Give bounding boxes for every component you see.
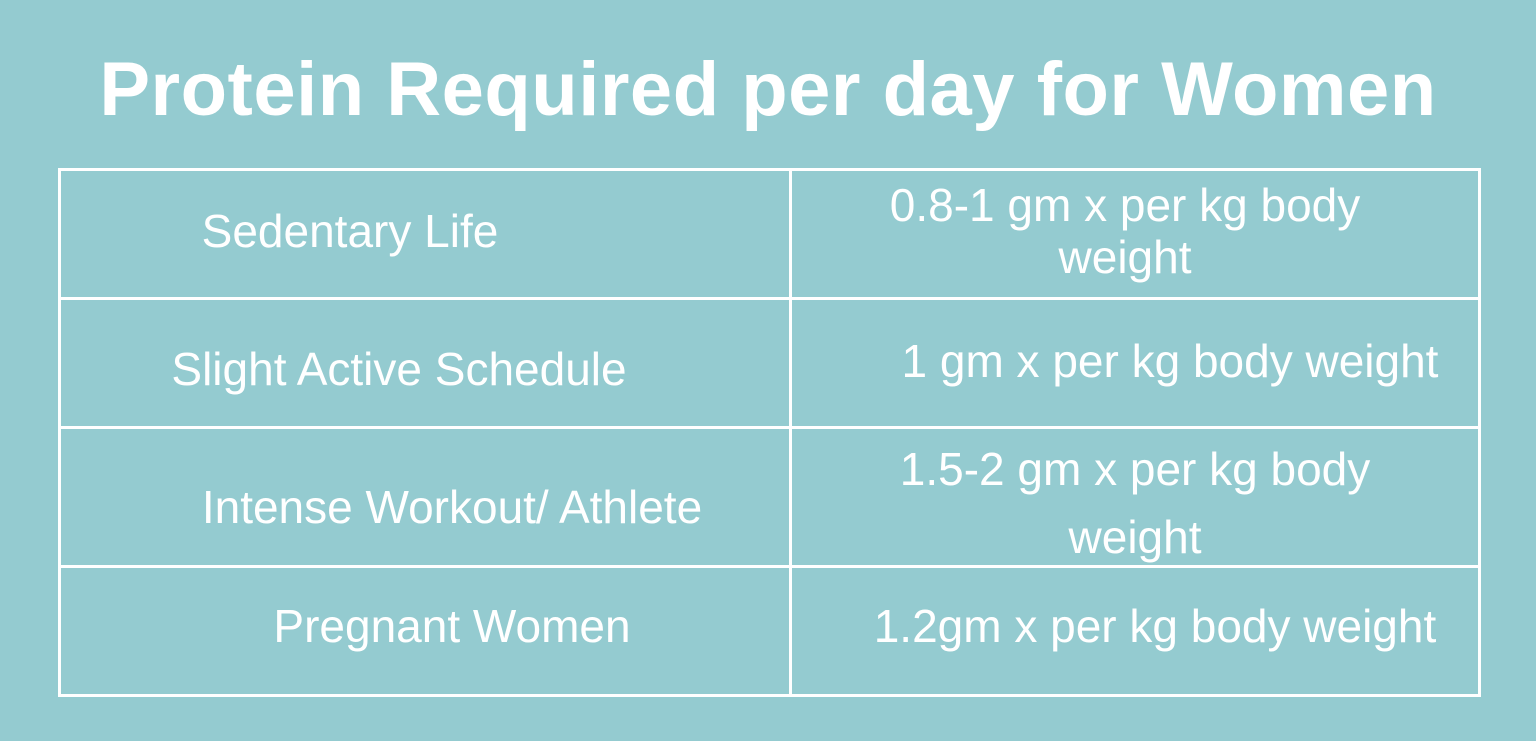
requirement-value: 1.2gm x per kg body weight bbox=[873, 600, 1437, 652]
category-cell: Sedentary Life bbox=[58, 168, 792, 300]
page-title: Protein Required per day for Women bbox=[99, 47, 1437, 132]
category-label: Sedentary Life bbox=[201, 205, 499, 257]
category-label: Pregnant Women bbox=[273, 600, 631, 652]
requirement-cell: 1 gm x per kg body weight bbox=[789, 297, 1481, 429]
requirement-value: 0.8-1 gm x per kg body weight bbox=[889, 179, 1361, 283]
requirement-value: 1.5-2 gm x per kg body weight bbox=[899, 443, 1371, 563]
table-row: Pregnant Women 1.2gm x per kg body weigh… bbox=[58, 565, 1481, 697]
category-label: Slight Active Schedule bbox=[171, 343, 627, 395]
requirement-cell: 0.8-1 gm x per kg body weight bbox=[789, 168, 1481, 300]
table-row: Intense Workout/ Athlete 1.5-2 gm x per … bbox=[58, 426, 1481, 568]
category-cell: Intense Workout/ Athlete bbox=[58, 426, 792, 568]
protein-table: Sedentary Life 0.8-1 gm x per kg body we… bbox=[58, 168, 1481, 697]
table-row: Sedentary Life 0.8-1 gm x per kg body we… bbox=[58, 168, 1481, 300]
requirement-cell: 1.2gm x per kg body weight bbox=[789, 565, 1481, 697]
requirement-value: 1 gm x per kg body weight bbox=[901, 335, 1439, 387]
category-cell: Pregnant Women bbox=[58, 565, 792, 697]
category-label: Intense Workout/ Athlete bbox=[201, 481, 703, 533]
table-row: Slight Active Schedule 1 gm x per kg bod… bbox=[58, 297, 1481, 429]
requirement-cell: 1.5-2 gm x per kg body weight bbox=[789, 426, 1481, 568]
category-cell: Slight Active Schedule bbox=[58, 297, 792, 429]
